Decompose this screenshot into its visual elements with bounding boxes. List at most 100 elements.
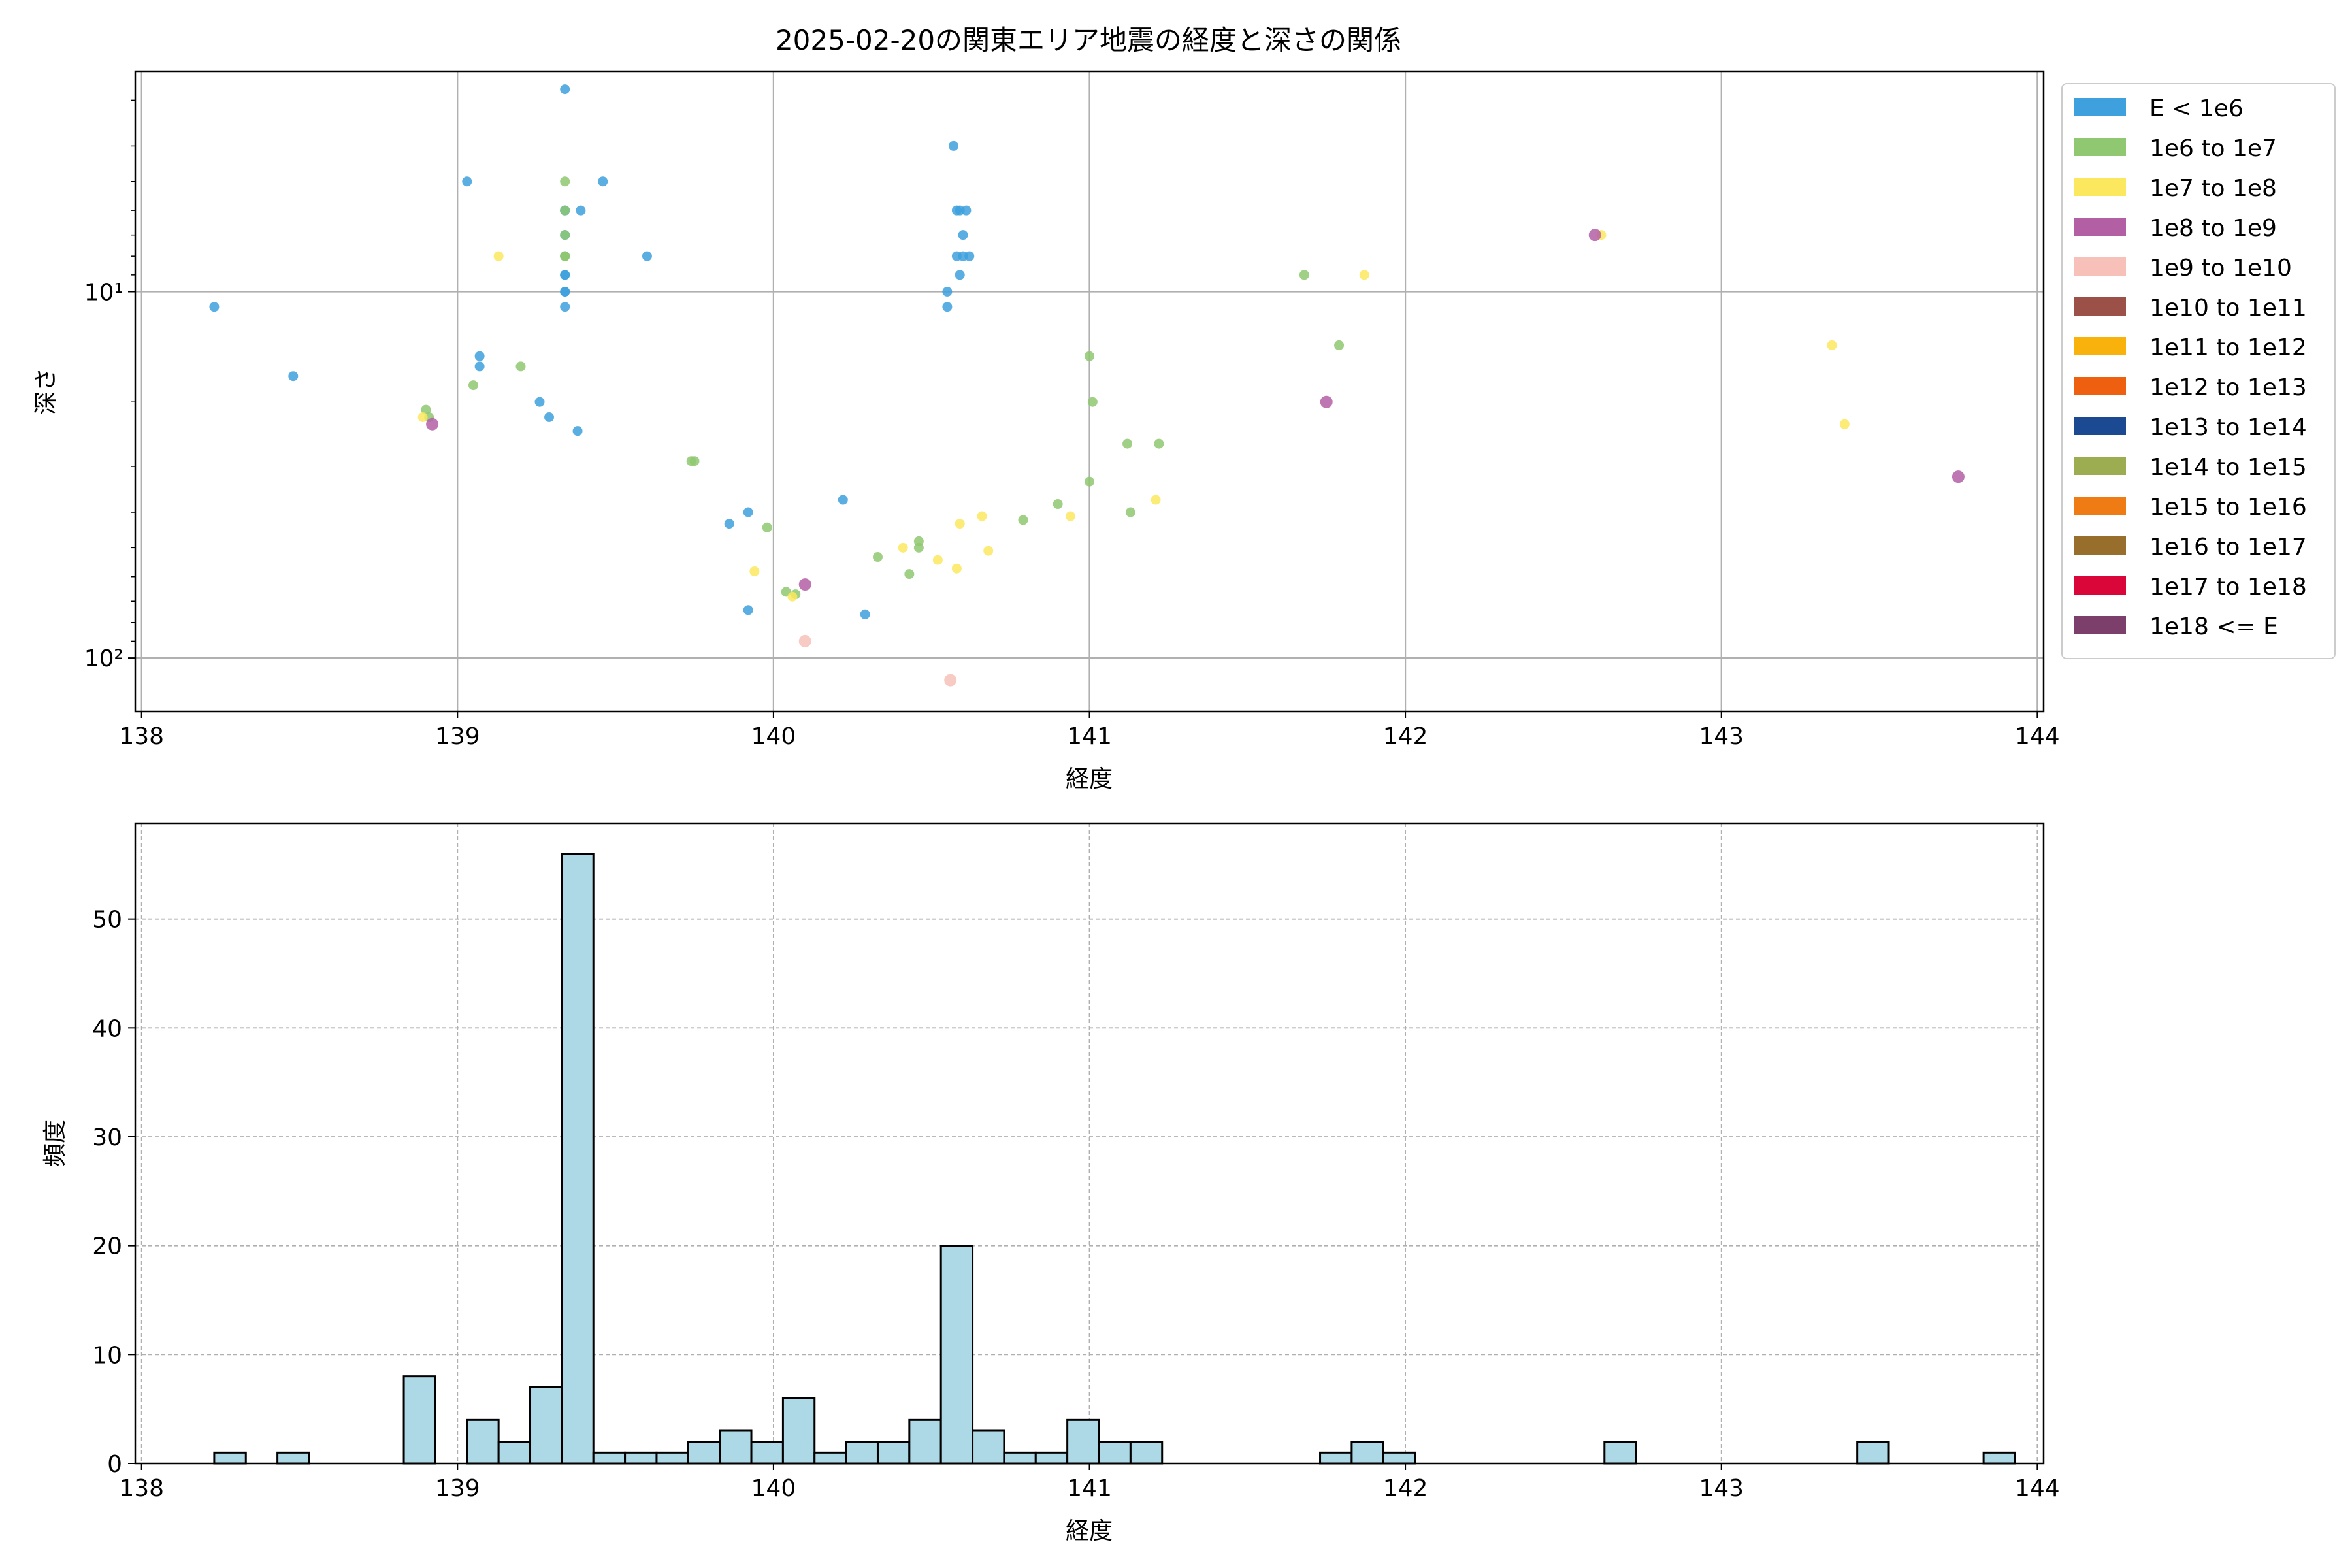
scatter-point	[1085, 476, 1094, 487]
histogram-bar	[1319, 1451, 1353, 1465]
histogram-bar	[402, 1375, 436, 1465]
histogram-bar	[1034, 1451, 1069, 1465]
legend-label: 1e9 to 1e10	[2149, 255, 2292, 282]
legend-swatch	[2074, 138, 2126, 156]
scatter-point	[838, 495, 848, 505]
scatter-x-tick-label: 138	[119, 723, 164, 750]
scatter-point	[598, 176, 608, 187]
legend-label: 1e6 to 1e7	[2149, 135, 2277, 162]
scatter-point	[1053, 499, 1063, 510]
scatter-point	[942, 287, 953, 297]
legend-label: 1e17 to 1e18	[2149, 574, 2307, 600]
scatter-point	[474, 361, 485, 372]
legend-swatch	[2074, 98, 2126, 116]
histogram-bar	[813, 1451, 847, 1465]
scatter-point	[787, 591, 798, 602]
scatter-point	[560, 205, 570, 216]
scatter-point	[743, 605, 753, 615]
scatter-point	[1320, 395, 1333, 408]
scatter-point	[493, 251, 504, 261]
histogram-bar	[561, 853, 595, 1465]
scatter-point	[534, 397, 545, 407]
histogram-bar	[845, 1441, 879, 1465]
scatter-point	[1151, 495, 1161, 505]
scatter-title: 2025-02-20の関東エリア地震の経度と深さの関係	[776, 24, 1401, 56]
legend-label: 1e7 to 1e8	[2149, 175, 2277, 202]
histogram-bar	[1003, 1451, 1037, 1465]
scatter-point	[576, 205, 586, 216]
histogram-bar	[687, 1441, 721, 1465]
histogram-bar	[592, 1451, 627, 1465]
histogram-x-tick-label: 140	[751, 1475, 796, 1502]
histogram-bar	[1350, 1441, 1384, 1465]
legend-swatch	[2074, 337, 2126, 355]
histogram-bar	[624, 1451, 658, 1465]
scatter-point	[1154, 438, 1164, 449]
scatter-point	[1952, 470, 1965, 483]
histogram-y-tick-label: 50	[92, 907, 122, 934]
scatter-point	[1125, 507, 1135, 517]
histogram-axes: 138 139 140 141 142 143 144 0 10 20 30 40 50	[92, 907, 2059, 1502]
legend-swatch	[2074, 457, 2126, 475]
scatter-point	[468, 380, 478, 391]
legend-label: 1e10 to 1e11	[2149, 295, 2307, 321]
scatter-point	[560, 230, 570, 240]
histogram-bar	[1856, 1441, 1890, 1465]
histogram-chart: 138 139 140 141 142 143 144 0 10 20 30 40 50 経度 頻度	[42, 822, 2060, 1544]
histogram-y-tick-label: 20	[92, 1233, 122, 1260]
histogram-bar	[529, 1386, 563, 1465]
histogram-bar	[655, 1451, 689, 1465]
scatter-point	[932, 555, 943, 565]
histogram-bar	[1603, 1441, 1637, 1465]
scatter-point	[749, 566, 760, 576]
histogram-bar	[213, 1451, 247, 1465]
histogram-x-tick-label: 139	[435, 1475, 480, 1502]
scatter-point	[1065, 511, 1075, 521]
scatter-point	[904, 569, 915, 580]
scatter-point	[642, 251, 652, 261]
scatter-point	[724, 519, 734, 529]
scatter-point	[560, 302, 570, 312]
scatter-point	[1359, 270, 1369, 280]
histogram-y-tick-label: 30	[92, 1124, 122, 1151]
scatter-grid	[135, 71, 2044, 711]
scatter-x-tick-label: 140	[751, 723, 796, 750]
scatter-point	[515, 361, 526, 372]
scatter-point	[1827, 340, 1837, 350]
legend-frame	[2061, 83, 2336, 659]
legend-label: 1e11 to 1e12	[2149, 335, 2307, 361]
scatter-point	[560, 251, 570, 261]
scatter-point	[544, 412, 555, 422]
scatter-point	[474, 351, 485, 361]
scatter-point	[288, 371, 299, 382]
legend-swatch	[2074, 257, 2126, 276]
scatter-x-axis-label: 経度	[1066, 766, 1113, 792]
histogram-y-tick-label: 0	[107, 1451, 122, 1478]
scatter-point	[1085, 351, 1094, 361]
scatter-point	[944, 674, 957, 687]
scatter-point	[977, 511, 987, 521]
scatter-point	[964, 251, 975, 261]
histogram-y-tick-label: 40	[92, 1015, 122, 1042]
scatter-point	[955, 519, 965, 529]
scatter-point	[913, 542, 924, 553]
scatter-x-tick-label: 144	[2015, 723, 2060, 750]
scatter-point	[417, 412, 428, 422]
scatter-point	[798, 578, 811, 591]
legend-swatch	[2074, 616, 2126, 634]
legend-label: 1e16 to 1e17	[2149, 534, 2307, 561]
scatter-point	[898, 542, 908, 553]
histogram-bar	[908, 1418, 942, 1465]
scatter-y-tick-label: 10²	[84, 645, 123, 672]
histogram-bar	[1066, 1418, 1100, 1465]
legend-swatch	[2074, 536, 2126, 555]
histogram-x-axis-label: 経度	[1066, 1518, 1113, 1544]
scatter-point	[572, 426, 583, 436]
legend-label: 1e12 to 1e13	[2149, 374, 2307, 401]
histogram-y-tick-label: 10	[92, 1342, 122, 1369]
histogram-bar	[466, 1418, 500, 1465]
histogram-bar	[876, 1441, 911, 1465]
histogram-bar	[939, 1245, 974, 1465]
histogram-bar	[781, 1397, 816, 1465]
scatter-point	[961, 205, 972, 216]
